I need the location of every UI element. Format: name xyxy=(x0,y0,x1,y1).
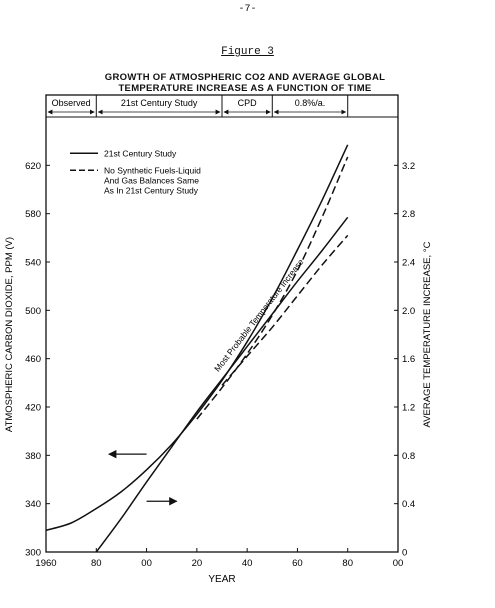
y-tick-label: 540 xyxy=(25,258,41,269)
x-tick-label: 20 xyxy=(192,558,203,569)
period-label: 0.8%/a. xyxy=(295,98,326,108)
chart-title: GROWTH OF ATMOSPHERIC CO2 AND AVERAGE GL… xyxy=(60,72,430,94)
y2-tick-label: 0 xyxy=(402,548,407,559)
x-axis-label: YEAR xyxy=(208,574,235,585)
period-label: CPD xyxy=(238,98,258,108)
chart-title-line-2: TEMPERATURE INCREASE AS A FUNCTION OF TI… xyxy=(118,83,372,94)
y2-tick-label: 0.8 xyxy=(402,451,415,462)
x-tick-label: 1960 xyxy=(35,558,56,569)
y2-tick-label: 3.2 xyxy=(402,161,415,172)
co2-solid-curve xyxy=(45,144,349,532)
period-label: Observed xyxy=(52,98,91,108)
x-tick-label: 60 xyxy=(292,558,303,569)
period-header: Observed 21st Century Study CPD 0.8%/a. xyxy=(47,95,349,117)
y-tick-label: 340 xyxy=(25,499,41,510)
y2-tick-label: 2.4 xyxy=(402,258,415,269)
legend-dashed-label-line: And Gas Balances Same xyxy=(104,175,199,185)
y-tick-label: 460 xyxy=(25,354,41,365)
y-axis-ticks: 300 340 380 420 460 500 540 580 620 xyxy=(25,161,50,559)
annotation-most-probable-temperature: Most Probable Temperature Increase xyxy=(212,257,306,374)
x-axis-ticks: 1960 80 00 20 40 60 80 00 xyxy=(35,548,403,569)
y2-tick-label: 2.0 xyxy=(402,306,415,317)
y2-tick-label: 0.4 xyxy=(402,499,415,510)
legend-solid-label: 21st Century Study xyxy=(104,148,177,158)
pointer-arrows xyxy=(108,449,178,506)
y-axis-label: ATMOSPHERIC CARBON DIOXIDE, PPM (V) xyxy=(4,237,15,432)
chart-title-line-1: GROWTH OF ATMOSPHERIC CO2 AND AVERAGE GL… xyxy=(104,72,386,83)
chart-legend: 21st Century Study No Synthetic Fuels-Liq… xyxy=(70,148,201,195)
data-series: Most Probable Temperature Increase xyxy=(45,144,349,553)
co2-dashed-curve xyxy=(196,156,349,420)
y2-tick-label: 2.8 xyxy=(402,209,415,220)
x-tick-label: 80 xyxy=(342,558,353,569)
legend-dashed-label-line: As In 21st Century Study xyxy=(104,185,199,195)
plot-frame xyxy=(45,94,399,553)
x-tick-label: 00 xyxy=(393,558,404,569)
y-tick-label: 380 xyxy=(25,451,41,462)
axis-labels: YEAR ATMOSPHERIC CARBON DIOXIDE, PPM (V) A… xyxy=(4,237,433,585)
figure-label: Figure 3 xyxy=(221,46,274,58)
y2-tick-label: 1.6 xyxy=(402,354,415,365)
temperature-solid-curve xyxy=(95,216,349,553)
period-label: 21st Century Study xyxy=(121,98,198,108)
x-tick-label: 80 xyxy=(91,558,102,569)
temperature-dashed-curve xyxy=(221,234,349,386)
y2-axis-ticks: 0 0.4 0.8 1.2 1.6 2.0 2.4 2.8 3.2 xyxy=(394,161,415,559)
y2-tick-label: 1.2 xyxy=(402,403,415,414)
y2-axis-label: AVERAGE TEMPERATURE INCREASE, °C xyxy=(422,241,433,427)
y-tick-label: 300 xyxy=(25,548,41,559)
plot-border xyxy=(45,94,399,553)
page-number: -7- xyxy=(238,4,257,15)
y-tick-label: 500 xyxy=(25,306,41,317)
y-tick-label: 620 xyxy=(25,161,41,172)
legend-dashed-label-line: No Synthetic Fuels-Liquid xyxy=(104,165,201,175)
x-tick-label: 40 xyxy=(242,558,253,569)
y-tick-label: 420 xyxy=(25,403,41,414)
x-tick-label: 00 xyxy=(141,558,152,569)
y-tick-label: 580 xyxy=(25,209,41,220)
